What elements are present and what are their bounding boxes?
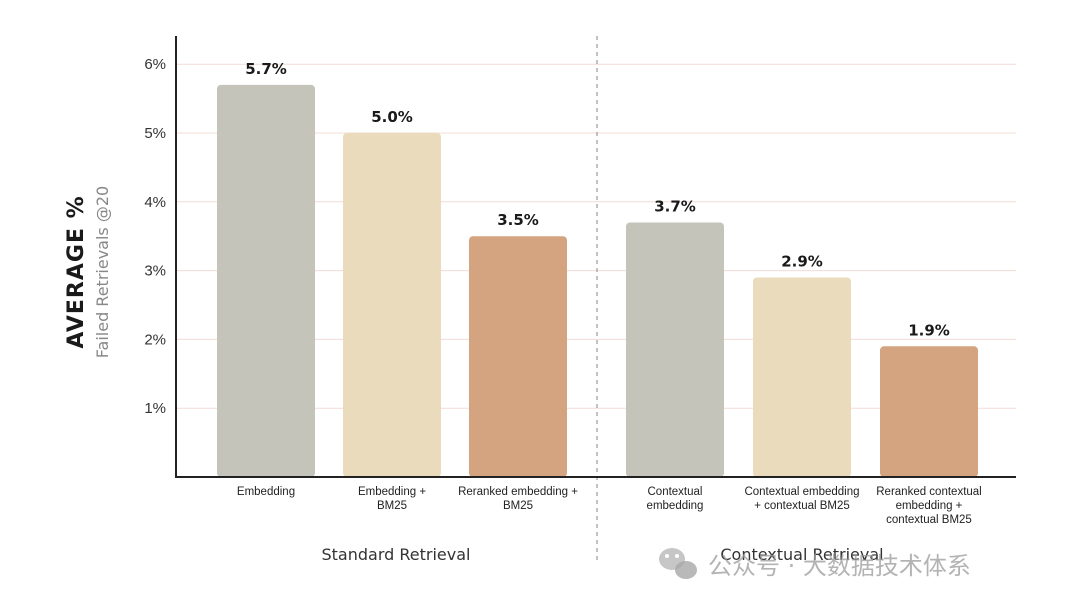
- y-axis-subtitle: Failed Retrievals @20: [93, 186, 112, 358]
- axes: [175, 36, 1016, 478]
- x-tick-label: Contextual: [648, 486, 703, 498]
- x-tick-label: BM25: [503, 500, 533, 512]
- bar: [880, 346, 978, 477]
- y-tick-label: 3%: [144, 263, 166, 280]
- x-tick-label: Embedding: [237, 486, 295, 498]
- watermark-text: 公众号 · 大数据技术体系: [708, 552, 971, 580]
- group-label: Contextual Retrieval: [720, 545, 883, 564]
- watermark: 公众号 · 大数据技术体系: [659, 548, 971, 580]
- y-tick-labels: 1% 2% 3% 4% 5% 6%: [144, 56, 166, 417]
- bar: [753, 277, 851, 477]
- x-tick-label: + contextual BM25: [754, 500, 850, 512]
- group-label: Standard Retrieval: [322, 545, 471, 564]
- data-label: 3.5%: [497, 211, 539, 229]
- y-tick-label: 2%: [144, 331, 166, 348]
- x-tick-label: embedding +: [896, 500, 963, 512]
- x-tick-label: Contextual embedding: [744, 486, 859, 498]
- category-labels: Embedding Embedding + BM25 Reranked embeddi…: [237, 486, 982, 564]
- gridlines: [176, 63, 1016, 409]
- data-label: 2.9%: [781, 252, 823, 270]
- bars: 5.7% 5.0% 3.5% 3.7% 2.9% 1.9%: [217, 60, 978, 477]
- data-label: 1.9%: [908, 321, 950, 339]
- y-axis-title-main: AVERAGE %: [64, 195, 89, 348]
- y-tick-label: 5%: [144, 125, 166, 142]
- y-tick-label: 6%: [144, 56, 166, 73]
- x-tick-label: BM25: [377, 500, 407, 512]
- data-label: 5.0%: [371, 108, 413, 126]
- y-axis-title: AVERAGE % Failed Retrievals @20: [64, 186, 112, 358]
- bar: [469, 236, 567, 477]
- x-tick-label: Reranked embedding +: [458, 486, 578, 498]
- data-label: 3.7%: [654, 197, 696, 215]
- wechat-icon: [659, 548, 697, 579]
- y-tick-label: 1%: [144, 400, 166, 417]
- bar: [217, 84, 315, 477]
- x-tick-label: Reranked contextual: [876, 486, 981, 498]
- x-tick-label: Embedding +: [358, 486, 426, 498]
- x-tick-label: contextual BM25: [886, 514, 972, 526]
- data-label: 5.7%: [245, 60, 287, 78]
- bar: [343, 133, 441, 477]
- y-tick-label: 4%: [144, 194, 166, 211]
- bar: [626, 222, 724, 477]
- x-tick-label: embedding: [647, 500, 704, 512]
